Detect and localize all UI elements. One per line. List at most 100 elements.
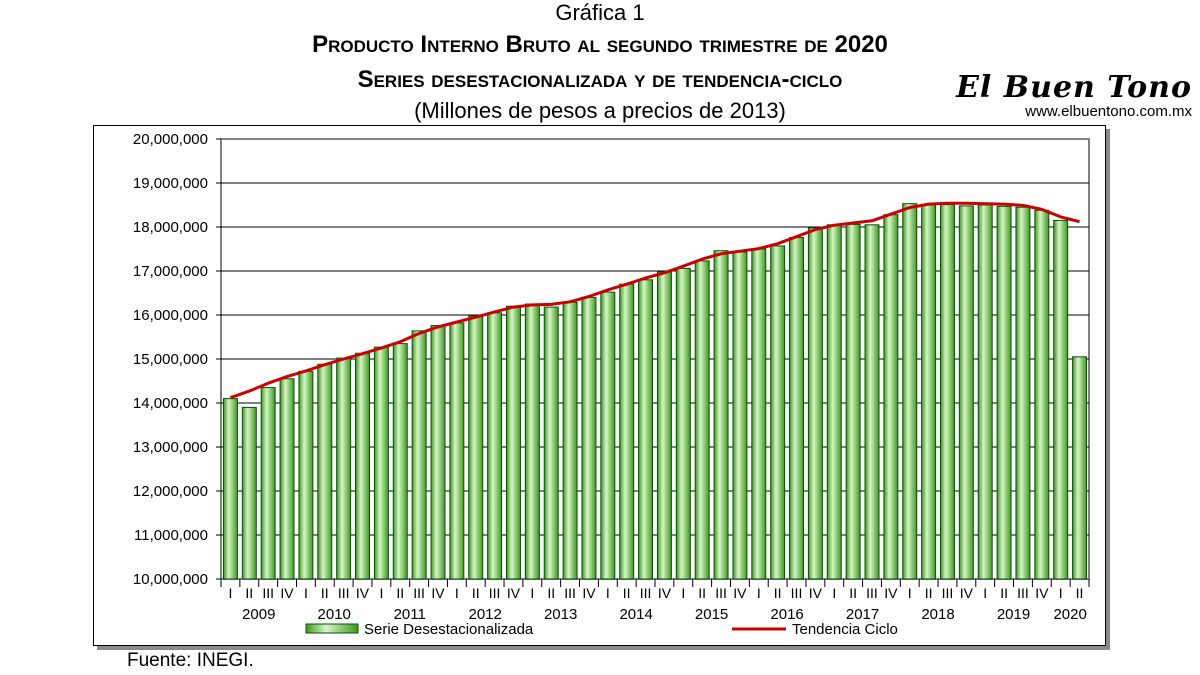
bar [468,315,484,580]
bar [449,322,465,580]
y-axis-ticks: 10,000,000 11,000,000 12,000,000 13,000,000… [133,131,221,588]
x-tick-label: III [866,585,878,601]
y-tick-label: 18,000,000 [133,219,208,236]
chart-title: Producto Interno Bruto al segundo trimes… [312,31,888,58]
x-year-label: 2017 [846,606,879,623]
x-tick-label: I [832,585,836,601]
x-tick-label: I [379,585,383,601]
x-tick-label: III [942,585,954,601]
bar [826,224,842,580]
x-tick-label: III [262,585,274,601]
bar [392,343,408,580]
x-tick-label: I [304,585,308,601]
x-tick-label: II [396,585,404,601]
bar [430,325,446,580]
chart-subtitle: Series desestacionalizada y de tendencia… [357,66,843,93]
bar [713,250,729,580]
x-tick-label: III [640,585,652,601]
bar [505,305,521,580]
x-tick-label: I [908,585,912,601]
bar [562,301,578,580]
x-tick-label: II [547,585,555,601]
x-tick-label: II [1000,585,1008,601]
x-tick-label: III [1017,585,1029,601]
bar [694,260,710,580]
bar [1053,219,1069,580]
x-year-label: 2020 [1053,606,1086,623]
y-tick-label: 13,000,000 [133,439,208,456]
y-tick-label: 10,000,000 [133,571,208,588]
legend-bar-label: Serie Desestacionalizada [364,621,534,638]
x-tick-label: IV [280,585,294,601]
source-note: Fuente: INEGI. [127,650,254,671]
bar [996,205,1012,580]
y-tick-label: 15,000,000 [133,351,208,368]
x-tick-label: III [715,585,727,601]
bar [279,378,295,580]
bar [751,248,767,580]
y-tick-label: 14,000,000 [133,395,208,412]
x-year-label: 2013 [544,606,577,623]
bar [260,387,276,580]
bar [298,370,314,580]
x-year-label: 2014 [619,606,652,623]
x-tick-label: IV [884,585,898,601]
x-tick-label: I [681,585,685,601]
bar [222,398,238,580]
x-tick-label: II [925,585,933,601]
y-tick-label: 16,000,000 [133,307,208,324]
x-tick-label: IV [356,585,370,601]
bar [317,363,333,580]
x-tick-label: I [455,585,459,601]
x-tick-label: III [338,585,350,601]
x-tick-label: IV [960,585,974,601]
y-tick-label: 20,000,000 [133,131,208,148]
x-tick-label: II [321,585,329,601]
x-tick-label: I [757,585,761,601]
bar-series [222,203,1088,580]
x-tick-label: IV [507,585,521,601]
bar [638,279,654,580]
bar [1072,356,1088,580]
x-year-label: 2011 [394,606,426,623]
publisher-logo: El Buen Tono www.elbuentono.com.mx [956,72,1192,120]
bar [411,330,427,580]
bar [581,296,597,580]
chart-svg: 10,000,000 11,000,000 12,000,000 13,000,000… [133,131,1090,638]
x-tick-label: III [489,585,501,601]
bar [732,251,748,580]
x-tick-label: I [530,585,534,601]
bar [883,214,899,580]
bar [487,312,503,580]
logo-name: El Buen Tono [956,70,1192,105]
chart-label: Gráfica 1 [555,0,645,25]
bar [355,352,371,580]
bar [241,406,257,580]
x-tick-label: II [849,585,857,601]
bar [789,237,805,580]
x-tick-label: II [623,585,631,601]
x-tick-label: II [698,585,706,601]
x-tick-label: IV [733,585,747,601]
y-tick-label: 11,000,000 [134,527,208,544]
x-year-label: 2012 [468,606,501,623]
bar [336,357,352,580]
x-tick-label: II [774,585,782,601]
x-tick-label: IV [582,585,596,601]
x-year-label: 2015 [695,606,728,623]
x-year-label: 2019 [997,606,1030,623]
bar [958,205,974,580]
bar [921,204,937,580]
bar [524,303,540,580]
logo-url: www.elbuentono.com.mx [1025,103,1192,120]
bar [675,267,691,580]
x-tick-label: IV [658,585,672,601]
bar [845,223,861,580]
x-tick-label: II [472,585,480,601]
x-tick-label: III [791,585,803,601]
bar [600,291,616,580]
x-year-label: 2010 [318,606,351,623]
x-tick-label: I [983,585,987,601]
chart-units: (Millones de pesos a precios de 2013) [414,98,786,123]
x-tick-label: I [1059,585,1063,601]
